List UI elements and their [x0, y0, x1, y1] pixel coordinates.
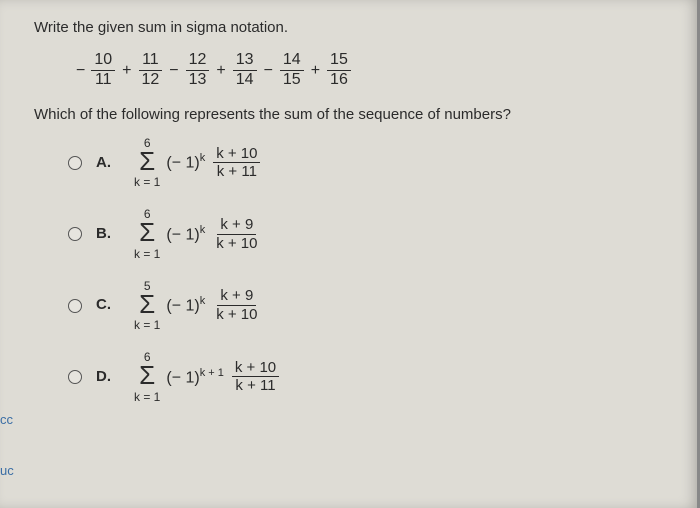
frac-3: 12 13	[186, 52, 210, 89]
radio-d[interactable]	[68, 370, 82, 384]
frac-c: k + 9 k + 10	[213, 288, 260, 323]
frac-1: 10 11	[91, 52, 115, 89]
series-expression: − 10 11 + 11 12 − 12 13 + 13 14 − 14	[76, 52, 675, 89]
cutoff-sidebar: cc uc	[0, 412, 20, 478]
sigma-d: 6 Σ k = 1	[134, 351, 160, 402]
base-d: (− 1)k + 1	[166, 366, 224, 389]
option-c[interactable]: C. 5 Σ k = 1 (− 1)k k + 9 k + 10	[68, 280, 675, 331]
radio-a[interactable]	[68, 156, 82, 170]
prompt-text: Write the given sum in sigma notation.	[34, 18, 675, 38]
base-c: (− 1)k	[166, 294, 205, 317]
option-d-label: D.	[96, 367, 114, 387]
option-b[interactable]: B. 6 Σ k = 1 (− 1)k k + 9 k + 10	[68, 208, 675, 259]
sigma-a: 6 Σ k = 1	[134, 137, 160, 188]
option-b-expr: 6 Σ k = 1 (− 1)k k + 9 k + 10	[134, 208, 262, 259]
frac-d: k + 10 k + 11	[232, 360, 279, 395]
sigma-c: 5 Σ k = 1	[134, 280, 160, 331]
op-4: −	[264, 60, 273, 82]
option-d-expr: 6 Σ k = 1 (− 1)k + 1 k + 10 k + 11	[134, 351, 281, 402]
option-d[interactable]: D. 6 Σ k = 1 (− 1)k + 1 k + 10 k + 11	[68, 351, 675, 402]
radio-b[interactable]	[68, 227, 82, 241]
option-b-label: B.	[96, 224, 114, 244]
op-3: +	[216, 60, 225, 82]
page-surface: Write the given sum in sigma notation. −…	[0, 0, 700, 508]
option-a-expr: 6 Σ k = 1 (− 1)k k + 10 k + 11	[134, 137, 262, 188]
base-b: (− 1)k	[166, 223, 205, 246]
frac-6: 15 16	[327, 52, 351, 89]
options-group: A. 6 Σ k = 1 (− 1)k k + 10 k + 11 B.	[68, 137, 675, 403]
option-a[interactable]: A. 6 Σ k = 1 (− 1)k k + 10 k + 11	[68, 137, 675, 188]
op-5: +	[311, 60, 320, 82]
option-a-label: A.	[96, 153, 114, 173]
frac-2: 11 12	[138, 52, 162, 89]
frac-a: k + 10 k + 11	[213, 146, 260, 181]
sidebar-frag-1: cc	[0, 412, 20, 427]
content-area: Write the given sum in sigma notation. −…	[0, 0, 697, 441]
frac-b: k + 9 k + 10	[213, 217, 260, 252]
question-text: Which of the following represents the su…	[34, 105, 675, 125]
base-a: (− 1)k	[166, 151, 205, 174]
sidebar-frag-2: uc	[0, 463, 20, 478]
option-c-expr: 5 Σ k = 1 (− 1)k k + 9 k + 10	[134, 280, 262, 331]
leading-sign: −	[76, 60, 85, 82]
frac-5: 14 15	[280, 52, 304, 89]
op-1: +	[122, 60, 131, 82]
option-c-label: C.	[96, 295, 114, 315]
sigma-b: 6 Σ k = 1	[134, 208, 160, 259]
radio-c[interactable]	[68, 299, 82, 313]
frac-4: 13 14	[233, 52, 257, 89]
op-2: −	[169, 60, 178, 82]
